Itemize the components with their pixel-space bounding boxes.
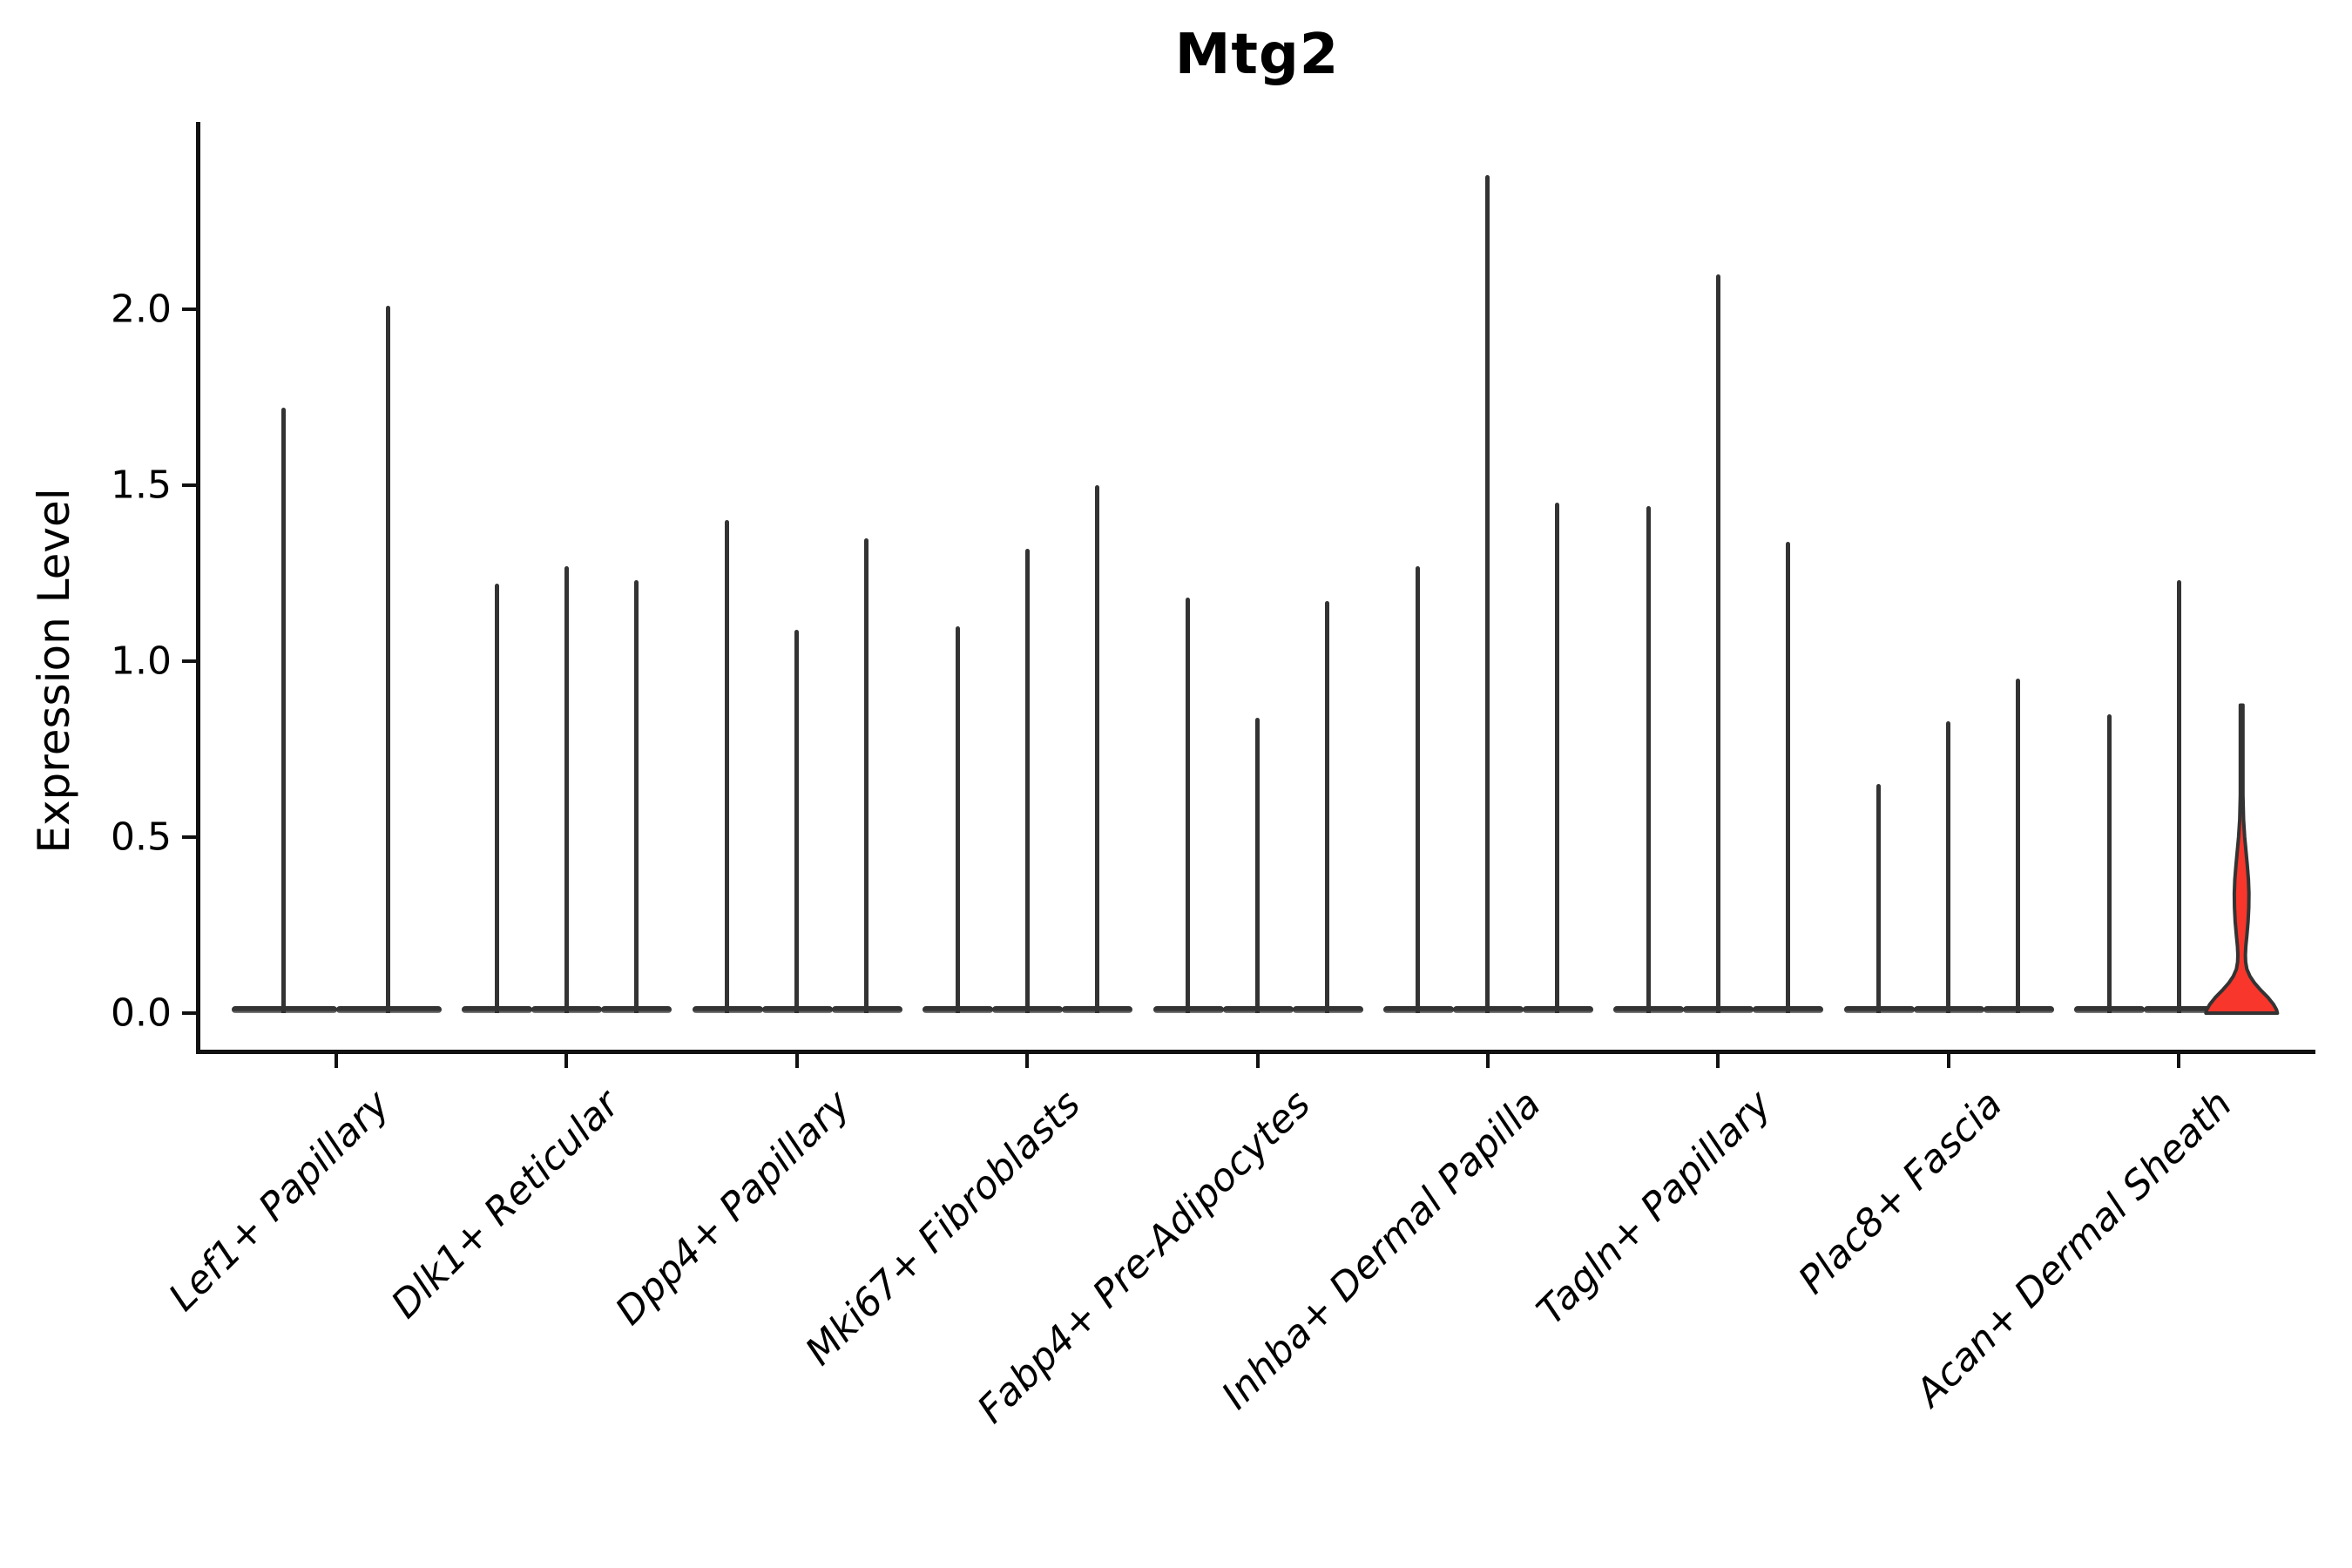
y-tick-label: 1.5 [111,463,172,508]
x-tick-mark [1485,1054,1490,1068]
violin-Tagln+ Papillary-1 [1646,506,1651,1013]
x-tick-label: Lef1+ Papillary [159,1082,398,1321]
y-tick-label: 2.0 [111,287,172,332]
y-tick-mark [182,659,196,663]
chart-title: Mtg2 [1174,23,1340,87]
x-tick-mark [564,1054,569,1068]
violin-Mki67+ Fibroblasts-3 [1094,485,1099,1013]
y-tick-mark [182,483,196,487]
violin-Mki67+ Fibroblasts-1 [955,625,960,1013]
y-axis-spine [196,122,200,1054]
x-tick-mark [334,1054,338,1068]
y-tick-label: 0.5 [111,814,172,860]
violin-Dpp4+ Papillary-1 [725,520,730,1013]
y-tick-mark [182,1011,196,1015]
violin-Fabp4+ Pre-Adipocytes-3 [1325,601,1329,1013]
violin-Fabp4+ Pre-Adipocytes-2 [1255,717,1260,1013]
violin-Mki67+ Fibroblasts-2 [1024,548,1030,1013]
highlight-violin-acan-dermal-sheath-3 [2204,703,2280,1015]
x-axis-spine [196,1050,2315,1054]
y-tick-label: 0.0 [111,990,172,1036]
violin-Plac8+ Fascia-3 [2016,679,2021,1013]
x-tick-mark [1255,1054,1260,1068]
y-tick-label: 1.0 [111,639,172,684]
violin-Acan+ Dermal Sheath-2 [2176,580,2181,1013]
violin-Dpp4+ Papillary-2 [794,629,800,1013]
x-tick-mark [2177,1054,2181,1068]
y-tick-mark [182,308,196,311]
violin-Plac8+ Fascia-1 [1876,784,1882,1013]
x-tick-mark [1946,1054,1950,1068]
violin-Inhba+ Dermal Papilla-2 [1485,175,1490,1013]
violin-Tagln+ Papillary-2 [1715,274,1720,1013]
y-tick-mark [182,835,196,839]
violin-Inhba+ Dermal Papilla-3 [1555,503,1560,1013]
x-tick-mark [1716,1054,1720,1068]
violin-Plac8+ Fascia-2 [1946,720,1951,1013]
violin-Dpp4+ Papillary-3 [864,537,869,1013]
violin-Fabp4+ Pre-Adipocytes-1 [1186,598,1190,1013]
violin-Lef1+ Papillary-1 [281,408,287,1013]
x-tick-mark [1025,1054,1030,1068]
violin-Tagln+ Papillary-3 [1785,541,1790,1013]
violin-Dlk1+ Reticular-3 [633,580,639,1013]
x-tick-mark [794,1054,799,1068]
violin-Dlk1+ Reticular-1 [494,584,499,1013]
x-tick-label: Dpp4+ Papillary [606,1082,859,1335]
violin-Inhba+ Dermal Papilla-1 [1416,565,1421,1013]
violin-Acan+ Dermal Sheath-1 [2106,713,2112,1013]
x-tick-label: Plac8+ Fascia [1789,1082,2011,1303]
violin-Lef1+ Papillary-2 [386,305,391,1013]
x-tick-label: Tagln+ Papillary [1528,1082,1781,1334]
x-tick-label: Dlk1+ Reticular [382,1082,629,1328]
violin-Dlk1+ Reticular-2 [564,565,569,1013]
y-axis-label: Expression Level [29,488,79,854]
